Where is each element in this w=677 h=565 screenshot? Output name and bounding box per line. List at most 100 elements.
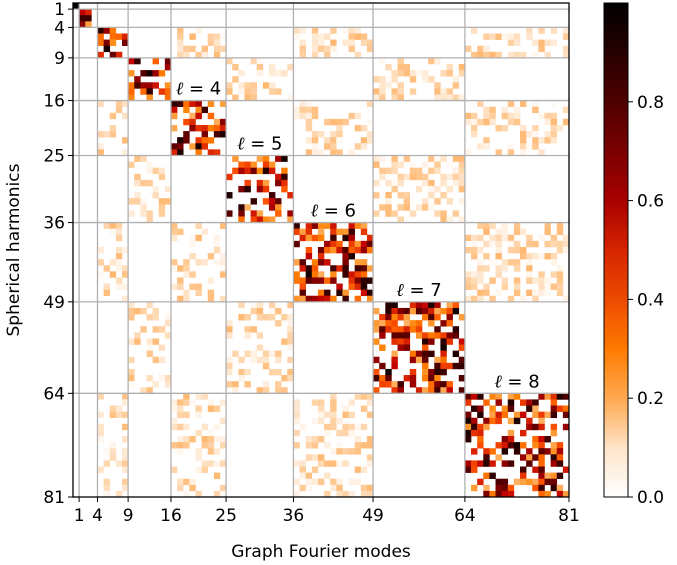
heatmap-cell [330,143,337,150]
heatmap-cell [397,216,404,223]
heatmap-cell [342,429,349,437]
heatmap-cell [452,173,460,181]
heatmap-cell [550,283,558,290]
heatmap-cell [458,375,466,382]
heatmap-cell [256,155,264,162]
heatmap-cell [391,350,398,358]
heatmap-cell [544,472,551,479]
heatmap-cell [483,283,490,290]
heatmap-cell [103,265,111,272]
heatmap-cell [385,314,392,321]
heatmap-cell [170,283,178,290]
heatmap-cell [311,149,319,156]
heatmap-cell [317,289,325,297]
heatmap-cell [471,295,478,303]
heatmap-cell [379,155,386,162]
heatmap-cell [483,289,490,297]
heatmap-cell [366,45,374,53]
heatmap-cell [544,490,551,498]
heatmap-cell [275,173,282,181]
heatmap-cell [268,192,276,199]
heatmap-cell [305,253,313,260]
heatmap-cell [434,88,441,95]
heatmap-cell [268,82,276,89]
heatmap-cell [391,94,398,101]
heatmap-cell [299,277,306,284]
heatmap-cell [458,179,466,187]
heatmap-cell [434,198,441,205]
heatmap-cell [97,259,104,266]
heatmap-cell [477,222,484,229]
heatmap-cell [360,405,368,412]
heatmap-cell [305,246,313,254]
heatmap-cell [446,94,453,101]
heatmap-cell [373,76,380,83]
y-tick-label: 9 [54,49,65,69]
heatmap-cell [464,460,472,467]
heatmap-cell [403,204,411,211]
heatmap-cell [397,326,404,333]
heatmap-cell [520,478,527,486]
heatmap-cell [532,405,539,412]
heatmap-cell [507,405,515,412]
heatmap-cell [238,210,245,217]
heatmap-cell [121,411,129,419]
heatmap-cell [256,344,264,351]
heatmap-cell [336,289,343,297]
heatmap-cell [366,131,374,138]
heatmap-cell [360,33,368,40]
heatmap-cell [183,100,190,107]
heatmap-cell [434,301,441,309]
heatmap-cell [219,265,227,272]
heatmap-cell [501,106,509,114]
heatmap-cell [489,240,496,248]
heatmap-cell [158,326,166,333]
heatmap-cell [354,143,362,150]
heatmap-cell [311,131,319,138]
heatmap-cell [403,344,411,351]
heatmap-cell [244,332,251,339]
heatmap-cell [354,295,362,303]
heatmap-cell [183,478,190,486]
heatmap-cell [489,222,496,229]
heatmap-cell [501,460,509,467]
heatmap-cell [354,448,362,455]
heatmap-cell [170,417,178,425]
heatmap-cell [195,234,202,242]
heatmap-cell [379,344,386,351]
heatmap-cell [477,51,484,59]
heatmap-cell [164,185,172,193]
heatmap-cell [360,442,368,449]
heatmap-cell [336,442,343,449]
heatmap-cell [520,228,527,236]
heatmap-cell [219,124,227,132]
heatmap-cell [317,253,325,260]
heatmap-cell [556,265,564,272]
heatmap-cell [556,283,564,290]
heatmap-cell [268,167,276,175]
heatmap-cell [103,45,111,53]
heatmap-cell [128,82,135,89]
heatmap-cell [311,39,319,46]
heatmap-cell [379,362,386,370]
heatmap-cell [311,466,319,473]
heatmap-cell [330,405,337,412]
heatmap-cell [232,155,239,162]
heatmap-cell [342,234,349,242]
heatmap-cell [507,240,515,248]
heatmap-cell [422,368,429,376]
heatmap-cell [195,466,202,473]
heatmap-cell [550,27,558,34]
heatmap-cell [544,448,551,455]
heatmap-cell [189,234,196,242]
heatmap-cell [262,362,270,370]
heatmap-cell [97,246,104,254]
heatmap-cell [146,338,153,345]
heatmap-cell [507,429,515,437]
heatmap-cell [471,283,478,290]
heatmap-cell [458,338,466,345]
heatmap-cell [513,283,521,290]
heatmap-cell [538,442,545,449]
heatmap-cell [428,375,435,382]
heatmap-cell [556,228,564,236]
